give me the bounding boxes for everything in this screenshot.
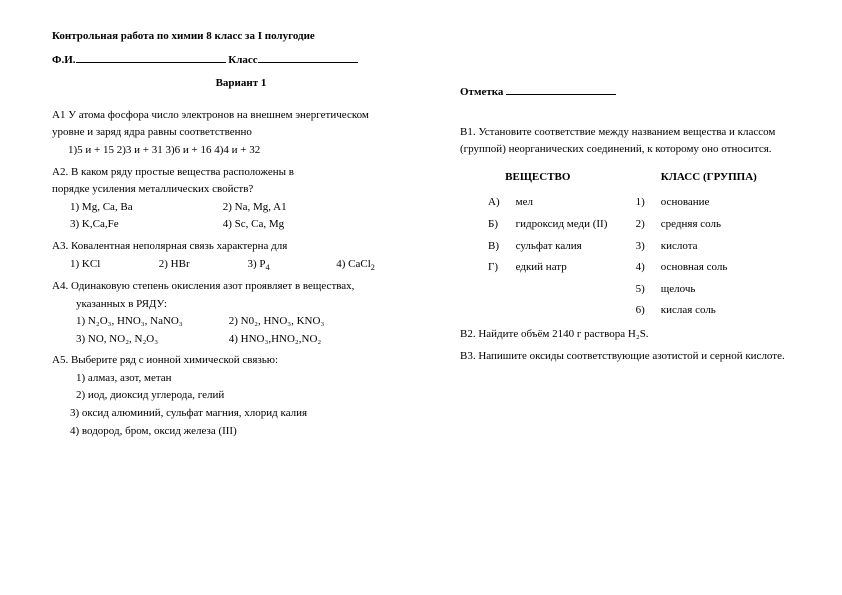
mark-label: Отметка (460, 86, 503, 98)
a3-opt1: 1) KCl (70, 256, 156, 274)
a2-line2: порядке усиления металлических свойств? (52, 181, 430, 199)
b1-lv-2: сульфат калия (510, 236, 630, 258)
a2-opt3: 3) K,Ca,Fe (70, 216, 220, 234)
a1-line2: уровне и заряд ядра равны соответственно (52, 124, 430, 142)
b1-lk-2: В) (482, 236, 510, 258)
a2-opt1: 1) Mg, Ca, Ba (70, 199, 220, 217)
b1-table: А) мел 1) основание Б) гидроксид меди (I… (482, 192, 737, 322)
table-row: Б) гидроксид меди (II) 2) средняя соль (482, 214, 737, 236)
a5-opt2: 2) иод, диоксид углерода, гелий (52, 387, 430, 405)
question-a2: А2. В каком ряду простые вещества распол… (52, 164, 430, 234)
a4-opt3: 3) NO, NO₂, N₂O₃ (76, 331, 226, 349)
page: Контрольная работа по химии 8 класс за I… (0, 0, 842, 462)
a5-text: А5. Выберите ряд с ионной химической свя… (52, 352, 430, 370)
name-row: Ф.И. Класс (52, 52, 430, 70)
question-a3: А3. Ковалентная неполярная связь характе… (52, 238, 430, 274)
a3-opt2: 2) HBr (159, 256, 245, 274)
b1-line1: В1. Установите соответствие между назван… (460, 124, 802, 142)
question-a4: А4. Одинаковую степень окисления азот пр… (52, 278, 430, 348)
a4-opt2: 2) N0₂, HNO₃, KNO₃ (229, 315, 325, 327)
a4-line1: А4. Одинаковую степень окисления азот пр… (52, 278, 430, 296)
table-row: В) сульфат калия 3) кислота (482, 236, 737, 258)
table-row: 5) щелочь (482, 279, 737, 301)
a2-row2: 3) K,Ca,Fe 4) Sc, Ca, Mg (52, 216, 430, 234)
b1-lk-1: Б) (482, 214, 510, 236)
variant-label: Вариант 1 (52, 75, 430, 93)
b1-rk-1: 2) (630, 214, 655, 236)
b1-rv-1: средняя соль (655, 214, 738, 236)
b1-lv-1: гидроксид меди (II) (510, 214, 630, 236)
a1-line1: А1 У атома фосфора число электронов на в… (52, 107, 430, 125)
b1-line2: (группой) неорганических соединений, к к… (460, 141, 802, 159)
question-b1: В1. Установите соответствие между назван… (460, 124, 802, 322)
a3-opt4: 4) CaCl2 (336, 258, 375, 270)
b1-headers: ВЕЩЕСТВО КЛАСС (ГРУППА) (460, 169, 802, 187)
b1-rk-3: 4) (630, 257, 655, 279)
a4-line2: указанных в РЯДУ: (52, 296, 430, 314)
b1-rk-5: 6) (630, 300, 655, 322)
a2-opt4: 4) Sc, Ca, Mg (223, 218, 284, 230)
b1-rk-2: 3) (630, 236, 655, 258)
table-row: А) мел 1) основание (482, 192, 737, 214)
b1-rv-5: кислая соль (655, 300, 738, 322)
a1-options: 1)5 и + 15 2)3 и + 31 3)6 и + 16 4)4 и +… (52, 142, 430, 160)
question-b3: В3. Напишите оксиды соответствующие азот… (460, 348, 802, 366)
a4-opt1: 1) N₂O₃, HNO₃, NaNO₃ (76, 313, 226, 331)
a5-opt1: 1) алмаз, азот, метан (52, 370, 430, 388)
a5-opt4: 4) водород, бром, оксид железа (III) (52, 423, 430, 441)
b1-rv-2: кислота (655, 236, 738, 258)
left-column: Контрольная работа по химии 8 класс за I… (52, 28, 430, 442)
a2-row1: 1) Mg, Ca, Ba 2) Na, Mg, A1 (52, 199, 430, 217)
table-row: 6) кислая соль (482, 300, 737, 322)
b1-rv-0: основание (655, 192, 738, 214)
b1-lv-0: мел (510, 192, 630, 214)
a2-line1: А2. В каком ряду простые вещества распол… (52, 164, 430, 182)
doc-title: Контрольная работа по химии 8 класс за I… (52, 28, 430, 46)
question-a1: А1 У атома фосфора число электронов на в… (52, 107, 430, 160)
b1-lk-0: А) (482, 192, 510, 214)
fi-label: Ф.И. (52, 54, 76, 66)
a3-text: А3. Ковалентная неполярная связь характе… (52, 238, 430, 256)
a5-opt3: 3) оксид алюминий, сульфат магния, хлори… (52, 405, 430, 423)
question-b2: В2. Найдите объём 2140 г раствора H₂S. (460, 326, 802, 344)
question-a5: А5. Выберите ряд с ионной химической свя… (52, 352, 430, 440)
mark-blank[interactable] (506, 84, 616, 95)
a2-opt2: 2) Na, Mg, A1 (223, 201, 287, 213)
a3-options: 1) KCl 2) HBr 3) P4 4) CaCl2 (52, 256, 430, 274)
b1-rv-3: основная соль (655, 257, 738, 279)
b1-lv-3: едкий натр (510, 257, 630, 279)
b1-lk-3: Г) (482, 257, 510, 279)
a4-row1: 1) N₂O₃, HNO₃, NaNO₃ 2) N0₂, HNO₃, KNO₃ (52, 313, 430, 331)
a4-row2: 3) NO, NO₂, N₂O₃ 4) HNO₃,HNO₂,NO₂ (52, 331, 430, 349)
b1-head-right: КЛАСС (ГРУППА) (661, 169, 757, 187)
fi-blank[interactable] (76, 52, 226, 63)
table-row: Г) едкий натр 4) основная соль (482, 257, 737, 279)
class-label: Класс (228, 54, 257, 66)
b1-head-left: ВЕЩЕСТВО (505, 169, 570, 187)
b1-rk-0: 1) (630, 192, 655, 214)
a3-opt3: 3) P4 (248, 256, 334, 274)
mark-row: Отметка (460, 84, 802, 102)
class-blank[interactable] (258, 52, 358, 63)
right-column: Отметка В1. Установите соответствие межд… (460, 28, 802, 442)
b1-rv-4: щелочь (655, 279, 738, 301)
a4-opt4: 4) HNO₃,HNO₂,NO₂ (229, 333, 321, 345)
b1-rk-4: 5) (630, 279, 655, 301)
